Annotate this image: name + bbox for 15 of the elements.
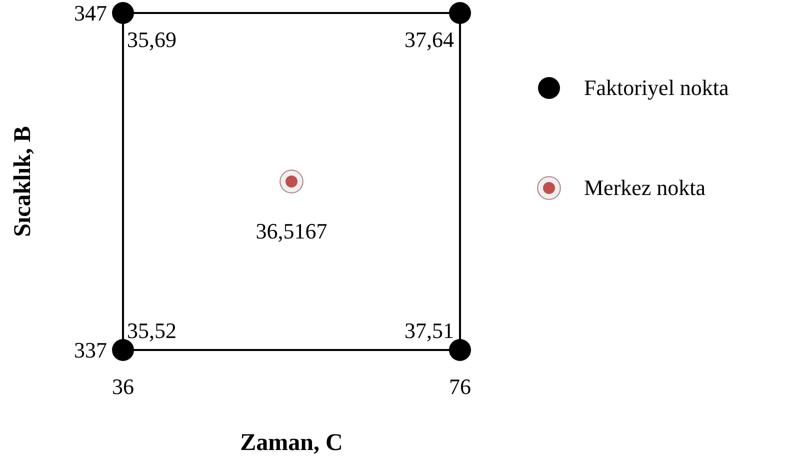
annotation: 36,5167	[256, 218, 328, 244]
legend-label: Faktoriyel nokta	[584, 75, 730, 100]
point	[112, 2, 134, 24]
legend-label: Merkez nokta	[584, 175, 706, 200]
x-tick-label: 36	[112, 374, 134, 399]
annotation: 35,52	[127, 318, 176, 343]
annotation: 37,64	[404, 27, 454, 52]
y-tick-label: 337	[74, 338, 107, 363]
x-axis-title: Zaman, C	[240, 430, 343, 456]
annotation: 35,69	[127, 27, 176, 52]
point	[449, 2, 471, 24]
annotation: 37,51	[404, 318, 454, 343]
y-axis-title: Sıcaklık, B	[10, 126, 36, 237]
y-tick-label: 347	[74, 0, 107, 26]
x-tick-label: 76	[449, 374, 471, 399]
